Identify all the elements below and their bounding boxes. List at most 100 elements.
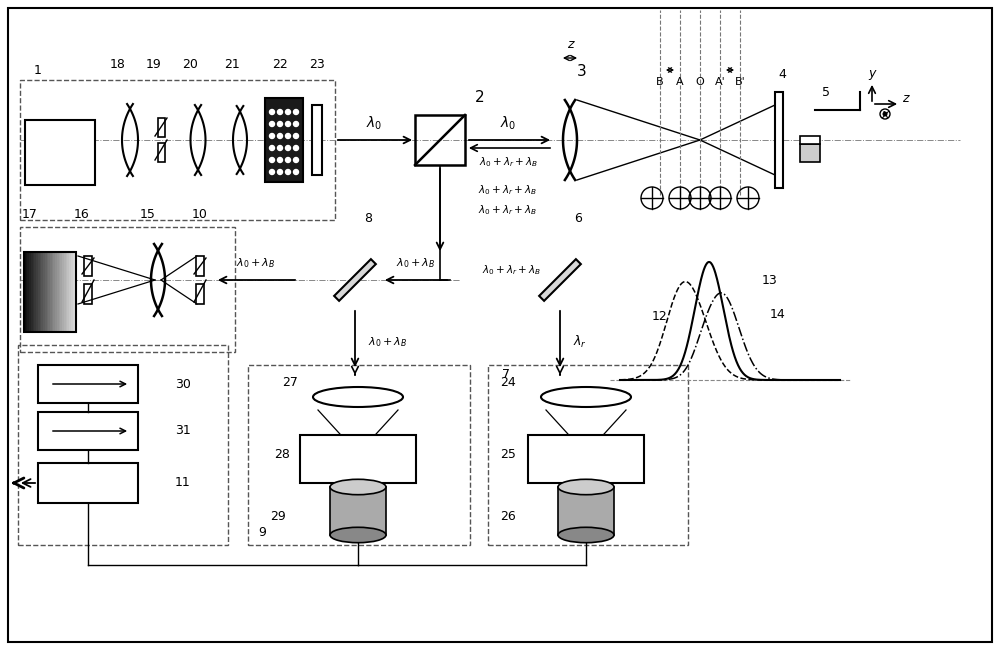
Text: 5: 5 xyxy=(822,86,830,99)
Text: 16: 16 xyxy=(74,209,90,222)
Text: 8: 8 xyxy=(364,211,372,224)
Bar xyxy=(24,252,76,332)
Text: 9: 9 xyxy=(258,526,266,539)
Bar xyxy=(64,252,66,332)
Bar xyxy=(18,345,228,545)
Text: $\lambda_0+\lambda_B$: $\lambda_0+\lambda_B$ xyxy=(368,335,408,349)
Text: $\lambda_0$: $\lambda_0$ xyxy=(366,114,382,132)
Bar xyxy=(26,252,27,332)
Bar xyxy=(300,435,416,483)
Circle shape xyxy=(294,122,298,127)
Text: 19: 19 xyxy=(146,58,162,72)
Bar xyxy=(38,463,138,503)
Circle shape xyxy=(286,122,290,127)
Circle shape xyxy=(278,170,283,174)
Circle shape xyxy=(270,170,274,174)
Text: A: A xyxy=(676,77,684,87)
Circle shape xyxy=(270,122,274,127)
Circle shape xyxy=(278,157,283,162)
Text: 22: 22 xyxy=(272,58,288,72)
Bar xyxy=(312,105,322,175)
Circle shape xyxy=(294,170,298,174)
Text: 23: 23 xyxy=(309,58,325,72)
Text: B: B xyxy=(656,77,664,87)
Ellipse shape xyxy=(558,479,614,495)
Text: z: z xyxy=(902,92,908,105)
Text: z: z xyxy=(567,38,573,51)
Bar xyxy=(52,252,53,332)
Bar xyxy=(67,252,69,332)
Text: y: y xyxy=(868,68,876,81)
Bar xyxy=(20,80,335,220)
Text: 26: 26 xyxy=(500,510,516,523)
Text: $\lambda_0+\lambda_B$: $\lambda_0+\lambda_B$ xyxy=(396,256,436,270)
Bar xyxy=(50,252,52,332)
Bar xyxy=(53,252,55,332)
Text: 2: 2 xyxy=(475,90,485,105)
Bar xyxy=(800,136,820,144)
Bar xyxy=(528,435,644,483)
Text: 17: 17 xyxy=(22,209,38,222)
Bar xyxy=(20,227,235,352)
Bar xyxy=(69,252,71,332)
Bar xyxy=(330,487,386,535)
Bar xyxy=(38,365,138,403)
Bar xyxy=(33,252,34,332)
Circle shape xyxy=(278,133,283,138)
Bar xyxy=(29,252,31,332)
Text: x: x xyxy=(881,107,889,120)
Bar xyxy=(55,252,57,332)
Circle shape xyxy=(294,157,298,162)
Text: 15: 15 xyxy=(140,209,156,222)
Bar xyxy=(196,284,204,304)
Bar xyxy=(40,252,41,332)
Bar xyxy=(41,252,43,332)
Bar xyxy=(73,252,74,332)
Ellipse shape xyxy=(558,527,614,543)
Text: $\lambda_0+\lambda_r+\lambda_B$: $\lambda_0+\lambda_r+\lambda_B$ xyxy=(479,155,539,169)
Bar xyxy=(84,256,92,276)
Circle shape xyxy=(294,133,298,138)
Text: 11: 11 xyxy=(175,476,191,489)
Text: $\lambda_0$: $\lambda_0$ xyxy=(500,114,516,132)
Text: 31: 31 xyxy=(175,424,191,437)
Text: 7: 7 xyxy=(502,369,510,382)
Text: 25: 25 xyxy=(500,448,516,461)
Text: $\lambda_r$: $\lambda_r$ xyxy=(573,334,587,350)
Text: 10: 10 xyxy=(192,209,208,222)
Bar xyxy=(71,252,73,332)
Circle shape xyxy=(286,133,290,138)
Text: 30: 30 xyxy=(175,378,191,391)
Text: 20: 20 xyxy=(182,58,198,72)
Circle shape xyxy=(883,112,887,116)
Circle shape xyxy=(286,170,290,174)
Text: 6: 6 xyxy=(574,211,582,224)
Text: 29: 29 xyxy=(270,510,286,523)
Text: $\lambda_0+\lambda_r+\lambda_B$: $\lambda_0+\lambda_r+\lambda_B$ xyxy=(478,203,538,217)
Circle shape xyxy=(278,146,283,151)
Bar xyxy=(47,252,48,332)
Polygon shape xyxy=(539,259,581,301)
Text: $\lambda_0+\lambda_r+\lambda_B$: $\lambda_0+\lambda_r+\lambda_B$ xyxy=(482,263,542,277)
Bar xyxy=(84,284,92,304)
Bar xyxy=(25,120,95,185)
Ellipse shape xyxy=(330,479,386,495)
Text: B': B' xyxy=(735,77,745,87)
Text: 28: 28 xyxy=(274,448,290,461)
Bar xyxy=(158,118,165,137)
Text: 13: 13 xyxy=(762,274,778,287)
Ellipse shape xyxy=(330,527,386,543)
Text: 1: 1 xyxy=(34,64,42,77)
Bar xyxy=(36,252,38,332)
Circle shape xyxy=(286,146,290,151)
Circle shape xyxy=(270,157,274,162)
Bar xyxy=(48,252,50,332)
Bar xyxy=(800,144,820,162)
Circle shape xyxy=(278,109,283,114)
Bar xyxy=(38,252,40,332)
Circle shape xyxy=(294,146,298,151)
Text: 21: 21 xyxy=(224,58,240,72)
Bar xyxy=(62,252,64,332)
Bar xyxy=(57,252,59,332)
Text: A': A' xyxy=(715,77,725,87)
